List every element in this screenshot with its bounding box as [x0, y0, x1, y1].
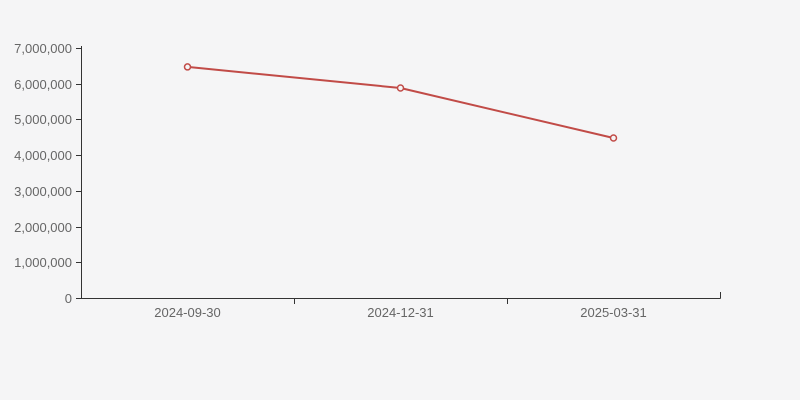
data-point-marker[interactable] [183, 63, 192, 71]
y-tick-label: 2,000,000 [14, 220, 72, 235]
y-tick-label: 5,000,000 [14, 112, 72, 127]
y-tick-label: 3,000,000 [14, 184, 72, 199]
y-tick-label: 7,000,000 [14, 41, 72, 56]
x-tick-label: 2025-03-31 [580, 305, 647, 320]
y-tick-label: 4,000,000 [14, 148, 72, 163]
y-tick-label: 1,000,000 [14, 255, 72, 270]
x-tick-label: 2024-09-30 [154, 305, 221, 320]
y-tick-label: 6,000,000 [14, 77, 72, 92]
y-tick-label: 0 [65, 291, 72, 306]
data-point-marker[interactable] [396, 84, 405, 92]
data-point-marker[interactable] [609, 134, 618, 142]
x-tick-label: 2024-12-31 [367, 305, 434, 320]
